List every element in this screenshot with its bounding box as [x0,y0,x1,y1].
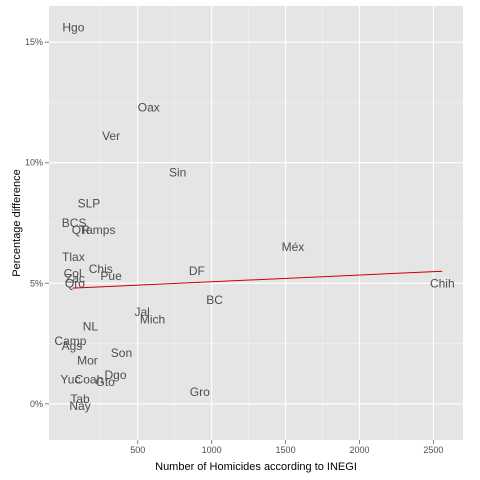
point-label: QR [72,223,90,237]
point-label: Col [64,267,82,281]
point-label: Gro [190,385,210,399]
major-gridlines [49,6,463,440]
trend-line-group [72,270,443,289]
y-tick-label: 0% [30,399,43,409]
point-label: Tab [70,392,90,406]
point-label: NL [83,320,99,334]
point-label: Chih [430,276,455,290]
point-label: Sin [169,165,186,179]
point-label: Camp [54,334,86,348]
x-tick-label: 500 [130,445,145,455]
point-label: Jal [134,305,149,319]
y-tick-label: 15% [25,37,43,47]
minor-gridlines [49,6,463,440]
x-tick-label: 2000 [349,445,369,455]
trend-line [72,270,443,289]
point-label: Ags [62,339,83,353]
point-label: Mor [77,353,98,367]
x-tick-label: 1500 [276,445,296,455]
point-label: Gto [96,375,116,389]
point-label: Pue [100,269,122,283]
point-label: Méx [282,240,305,254]
point-label: Ver [102,129,120,143]
point-label: DF [189,264,205,278]
y-axis-ticks: 0% 5% 10% 15% [25,37,49,409]
point-label: SLP [78,197,101,211]
point-label: Zac [65,271,85,285]
point-label: Tamps [80,223,115,237]
point-label: Tlax [62,250,85,264]
x-tick-label: 1000 [202,445,222,455]
point-label: Hgo [62,21,84,35]
point-label: Yuc [60,373,80,387]
point-label: Nay [69,399,90,413]
point-label: Oax [138,100,160,114]
x-axis-ticks: 500 1000 1500 2000 2500 [130,440,443,455]
point-label: Son [111,346,132,360]
point-label: BCS [62,216,87,230]
point-label: Mich [140,312,165,326]
x-tick-label: 2500 [423,445,443,455]
y-tick-label: 10% [25,158,43,168]
point-label: Dgo [105,368,127,382]
point-label: Qro [65,276,85,290]
x-axis-title: Number of Homicides according to INEGI [155,461,357,473]
point-label: Chis [89,262,113,276]
y-tick-label: 5% [30,278,43,288]
point-label: BC [206,293,223,307]
point-label: Coah [75,373,104,387]
y-axis-title: Percentage difference [11,169,23,276]
